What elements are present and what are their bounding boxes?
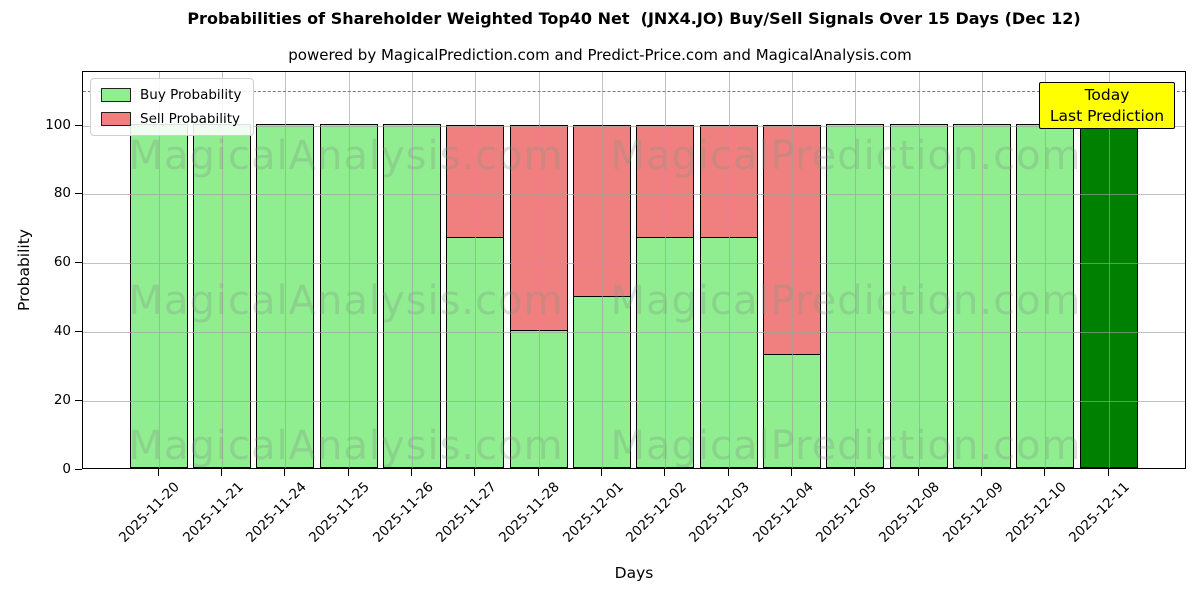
y-tick-label: 60 — [53, 254, 71, 271]
x-tick-mark — [537, 469, 539, 476]
legend-item-buy: Buy Probability — [101, 87, 241, 103]
buy-probability-swatch-icon — [101, 88, 131, 102]
watermark-text: MagicalAnalysis.com — [128, 278, 564, 324]
x-tick-label: 2025-12-11 — [1066, 479, 1133, 546]
legend-item-sell: Sell Probability — [101, 111, 241, 127]
v-gridline — [475, 72, 477, 468]
today-annotation-line2: Last Prediction — [1049, 106, 1165, 125]
watermark-text: MagicalPrediction.com — [610, 423, 1082, 469]
x-tick-label: 2025-11-25 — [306, 479, 373, 546]
v-gridline — [728, 72, 730, 468]
v-gridline — [601, 72, 603, 468]
y-tick-label: 40 — [53, 323, 71, 340]
x-tick-label: 2025-11-28 — [496, 479, 563, 546]
h-gridline — [83, 401, 1185, 403]
x-tick-label: 2025-12-08 — [876, 479, 943, 546]
chart-title: Probabilities of Shareholder Weighted To… — [187, 9, 1081, 28]
x-tick-mark — [157, 469, 159, 476]
v-gridline — [1045, 72, 1047, 468]
x-tick-mark — [1044, 469, 1046, 476]
x-tick-mark — [600, 469, 602, 476]
today-annotation-line1: Today — [1084, 85, 1130, 104]
watermark-text: MagicalPrediction.com — [610, 278, 1082, 324]
chart-subtitle: powered by MagicalPrediction.com and Pre… — [288, 46, 912, 64]
v-gridline — [538, 72, 540, 468]
x-tick-mark — [221, 469, 222, 476]
legend-buy-label: Buy Probability — [140, 87, 242, 103]
v-gridline — [411, 72, 413, 468]
x-tick-label: 2025-12-05 — [812, 479, 880, 546]
legend: Buy Probability Sell Probability — [90, 78, 255, 136]
x-tick-mark — [917, 469, 919, 476]
v-gridline — [665, 72, 667, 468]
x-tick-label: 2025-12-09 — [939, 479, 1007, 546]
y-tick-label: 80 — [53, 185, 71, 202]
v-gridline — [855, 72, 857, 468]
plot-area: MagicalAnalysis.com MagicalPrediction.com… — [82, 71, 1186, 469]
x-tick-label: 2025-12-01 — [559, 479, 627, 546]
x-tick-label: 2025-12-04 — [749, 479, 817, 546]
x-tick-mark — [727, 469, 729, 476]
sell-probability-swatch-icon — [101, 112, 131, 126]
x-tick-label: 2025-11-21 — [179, 479, 247, 546]
x-tick-mark — [474, 469, 476, 476]
watermark-text: MagicalAnalysis.com — [128, 423, 564, 469]
y-tick-mark — [75, 262, 82, 264]
x-tick-label: 2025-12-10 — [1002, 479, 1070, 546]
x-tick-mark — [664, 469, 666, 476]
v-gridline — [1108, 72, 1110, 468]
x-tick-mark — [284, 469, 286, 476]
threshold-dashed-line — [83, 91, 1185, 93]
y-tick-label: 100 — [45, 116, 71, 133]
x-tick-mark — [854, 469, 856, 476]
h-gridline — [83, 332, 1185, 334]
watermark-text: MagicalPrediction.com — [610, 133, 1082, 179]
x-tick-mark — [980, 469, 982, 476]
y-tick-label: 20 — [53, 392, 71, 409]
x-tick-mark — [1107, 469, 1109, 476]
x-tick-label: 2025-12-03 — [686, 479, 753, 546]
y-tick-label: 0 — [62, 461, 71, 477]
x-tick-label: 2025-12-02 — [622, 479, 690, 546]
x-axis-label: Days — [614, 564, 654, 582]
x-tick-mark — [347, 469, 349, 476]
y-tick-mark — [75, 400, 82, 402]
v-gridline — [791, 72, 793, 468]
watermark-text: MagicalAnalysis.com — [128, 133, 564, 179]
today-annotation-box: Today Last Prediction — [1039, 82, 1175, 129]
x-tick-mark — [790, 469, 792, 476]
watermark-layer: MagicalAnalysis.com MagicalPrediction.com… — [83, 72, 1185, 469]
grid-layer — [83, 72, 1185, 468]
v-gridline — [222, 72, 223, 468]
v-gridline — [981, 72, 983, 468]
legend-sell-label: Sell Probability — [140, 111, 241, 127]
v-gridline — [348, 72, 350, 468]
y-tick-mark — [75, 469, 82, 470]
x-tick-label: 2025-11-26 — [369, 479, 437, 546]
h-gridline — [83, 125, 1185, 127]
h-gridline — [83, 263, 1185, 265]
v-gridline — [918, 72, 920, 468]
x-tick-mark — [410, 469, 412, 476]
v-gridline — [285, 72, 287, 468]
v-gridline — [158, 72, 160, 468]
h-gridline — [83, 194, 1185, 196]
x-tick-label: 2025-11-24 — [242, 479, 310, 546]
y-tick-mark — [75, 193, 82, 195]
y-tick-mark — [75, 124, 82, 126]
y-tick-mark — [75, 331, 82, 333]
x-tick-label: 2025-11-27 — [432, 479, 500, 546]
x-tick-label: 2025-11-20 — [116, 479, 183, 546]
